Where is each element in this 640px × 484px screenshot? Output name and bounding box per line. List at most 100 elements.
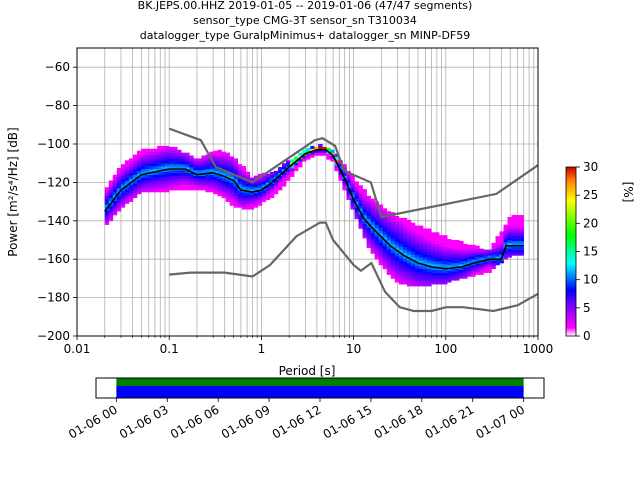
density-cell [124, 177, 130, 181]
density-cell [229, 191, 234, 195]
density-cell [418, 274, 424, 278]
density-cell [165, 174, 170, 178]
density-cell [201, 178, 206, 182]
colorbar-tick-label: 5 [583, 301, 591, 315]
density-cell [193, 169, 198, 174]
density-cell [225, 152, 230, 156]
density-cell [398, 261, 404, 265]
density-cell [475, 257, 480, 261]
density-cell [108, 197, 114, 201]
density-cell [519, 223, 525, 227]
density-cell [257, 173, 263, 177]
density-cell [265, 173, 271, 177]
density-cell [173, 175, 178, 179]
density-cell [108, 209, 114, 213]
density-cell [487, 261, 492, 265]
density-cell [414, 234, 420, 238]
density-cell [423, 228, 428, 232]
density-cell [382, 216, 388, 221]
density-cell [253, 184, 259, 188]
density-cell [431, 235, 436, 239]
density-cell [394, 221, 400, 225]
density-cell [435, 261, 440, 265]
density-cell [136, 188, 142, 192]
density-cell [302, 158, 307, 162]
density-cell [475, 245, 480, 249]
density-cell [314, 152, 319, 156]
density-cell [378, 247, 384, 251]
density-cell [165, 183, 170, 187]
density-cell [495, 244, 500, 248]
density-cell [116, 176, 122, 180]
density-cell [338, 163, 343, 167]
density-cell [519, 232, 525, 236]
density-cell [241, 174, 247, 178]
density-cell [418, 237, 424, 241]
density-cell [153, 148, 158, 152]
density-cell [374, 241, 379, 246]
density-cell [507, 237, 512, 241]
density-cell [451, 274, 456, 278]
density-cell [141, 177, 146, 181]
density-cell [157, 177, 162, 181]
density-cell [145, 166, 150, 170]
density-cell [423, 257, 428, 261]
density-cell [145, 189, 150, 193]
density-cell [145, 151, 150, 155]
density-cell [414, 265, 420, 270]
density-cell [515, 215, 520, 219]
density-cell [205, 186, 210, 190]
density-cell [499, 245, 504, 249]
density-cell [479, 248, 484, 252]
x-axis-ticks: 0.01 0.1 1 10 100 1000 [64, 336, 553, 356]
density-cell [471, 247, 476, 251]
density-cell [390, 232, 396, 236]
density-cell [463, 258, 468, 262]
density-cell [423, 268, 428, 272]
density-cell [499, 234, 504, 238]
density-cell [402, 240, 408, 245]
density-cell [406, 222, 412, 226]
density-cell [185, 178, 190, 182]
density-cell [370, 241, 375, 246]
density-cell [414, 242, 420, 247]
density-cell [161, 177, 166, 181]
density-cell [354, 216, 359, 220]
density-cell [507, 240, 512, 244]
density-cell [402, 243, 408, 248]
density-cell [189, 172, 194, 176]
colorbar-tick-label: 15 [583, 245, 598, 259]
density-cell [386, 234, 392, 238]
density-cell [427, 268, 432, 272]
density-cell [185, 169, 190, 174]
density-cell [169, 161, 174, 165]
density-cell [507, 216, 512, 221]
density-cell [378, 241, 384, 246]
density-cell [366, 207, 371, 211]
density-cell [435, 252, 440, 256]
density-cell [386, 222, 392, 226]
density-cell [233, 192, 238, 197]
y-tick-label: −100 [37, 137, 70, 151]
density-cell [350, 180, 355, 184]
density-cell [487, 264, 492, 268]
density-cell [294, 165, 299, 169]
density-cell [439, 264, 444, 268]
density-cell [410, 257, 416, 261]
density-cell [382, 234, 388, 238]
density-cell [185, 167, 190, 171]
density-cell [350, 192, 355, 196]
density-cell [350, 186, 355, 190]
density-cell [277, 175, 283, 179]
density-cell [269, 171, 275, 176]
density-cell [511, 223, 516, 227]
density-cell [245, 197, 251, 201]
density-cell [406, 277, 412, 281]
density-cell [249, 177, 255, 181]
density-cell [108, 215, 114, 219]
density-cell [149, 166, 154, 170]
density-cell [366, 236, 371, 240]
density-cell [157, 180, 162, 184]
density-cell [354, 195, 359, 200]
density-cell [161, 154, 166, 158]
